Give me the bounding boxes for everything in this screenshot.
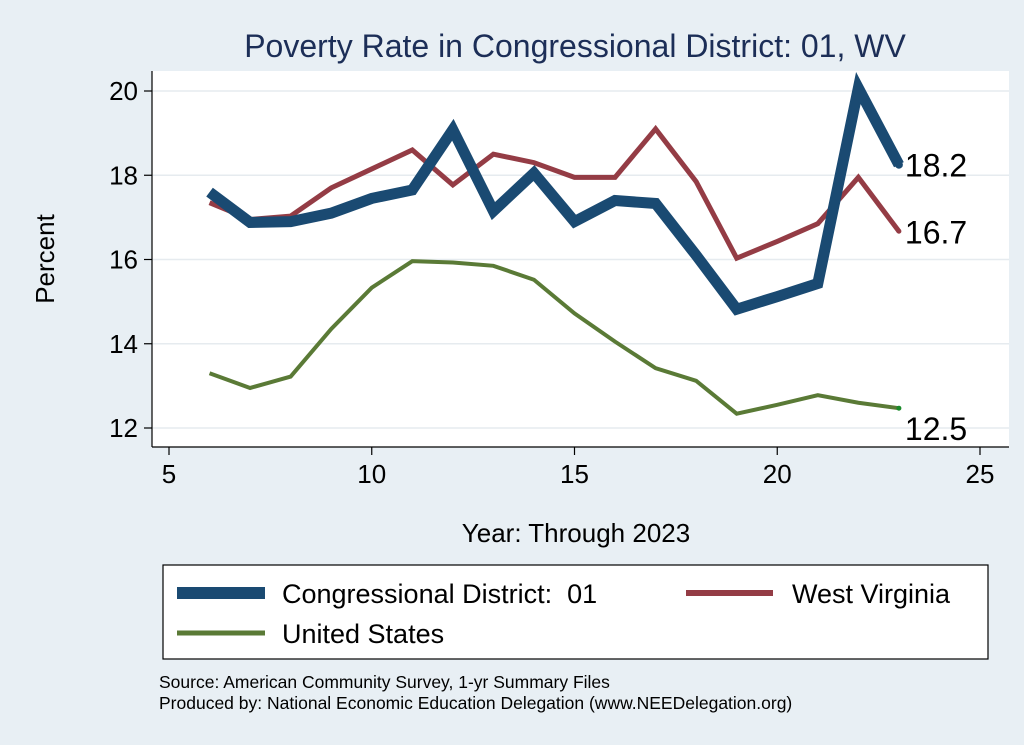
x-tick-label: 10 [357,459,386,489]
legend-label-1: West Virginia [792,579,951,609]
series-line-1 [208,124,901,262]
x-tick-label: 20 [763,459,792,489]
series-end-marker-1 [896,228,902,234]
y-tick-label: 16 [109,245,138,275]
x-tick-label: 15 [560,459,589,489]
legend-label-2: United States [282,619,444,649]
legend: Congressional District: 01 West Virginia U… [162,564,989,660]
series-end-marker-0 [894,160,903,169]
y-tick-label: 12 [109,413,138,443]
series-lines [206,71,904,416]
end-label-1: 16.7 [905,214,967,250]
y-tick-label: 14 [109,329,138,359]
x-axis-title: Year: Through 2023 [462,518,690,548]
source-note: Source: American Community Survey, 1-yr … [159,672,610,692]
x-tick-label: 25 [966,459,995,489]
end-label-0: 18.2 [905,148,967,184]
y-tick-label: 20 [109,76,138,106]
series-line-2 [208,259,900,416]
series-line-0 [206,71,904,316]
y-tick-label: 18 [109,160,138,190]
y-axis-ticks: 12 14 16 18 20 [109,76,152,443]
legend-box [162,564,989,660]
end-label-2: 12.5 [905,411,967,447]
y-axis-title: Percent [30,213,60,303]
chart-title: Poverty Rate in Congressional District: … [244,28,906,64]
x-tick-label: 5 [162,459,176,489]
series-end-marker-2 [896,405,902,411]
legend-label-0: Congressional District: 01 [282,579,597,609]
producer-note: Produced by: National Economic Education… [159,693,792,713]
end-labels: 18.2 16.7 12.5 [905,148,967,447]
x-axis-ticks: 5 10 15 20 25 [162,447,995,489]
